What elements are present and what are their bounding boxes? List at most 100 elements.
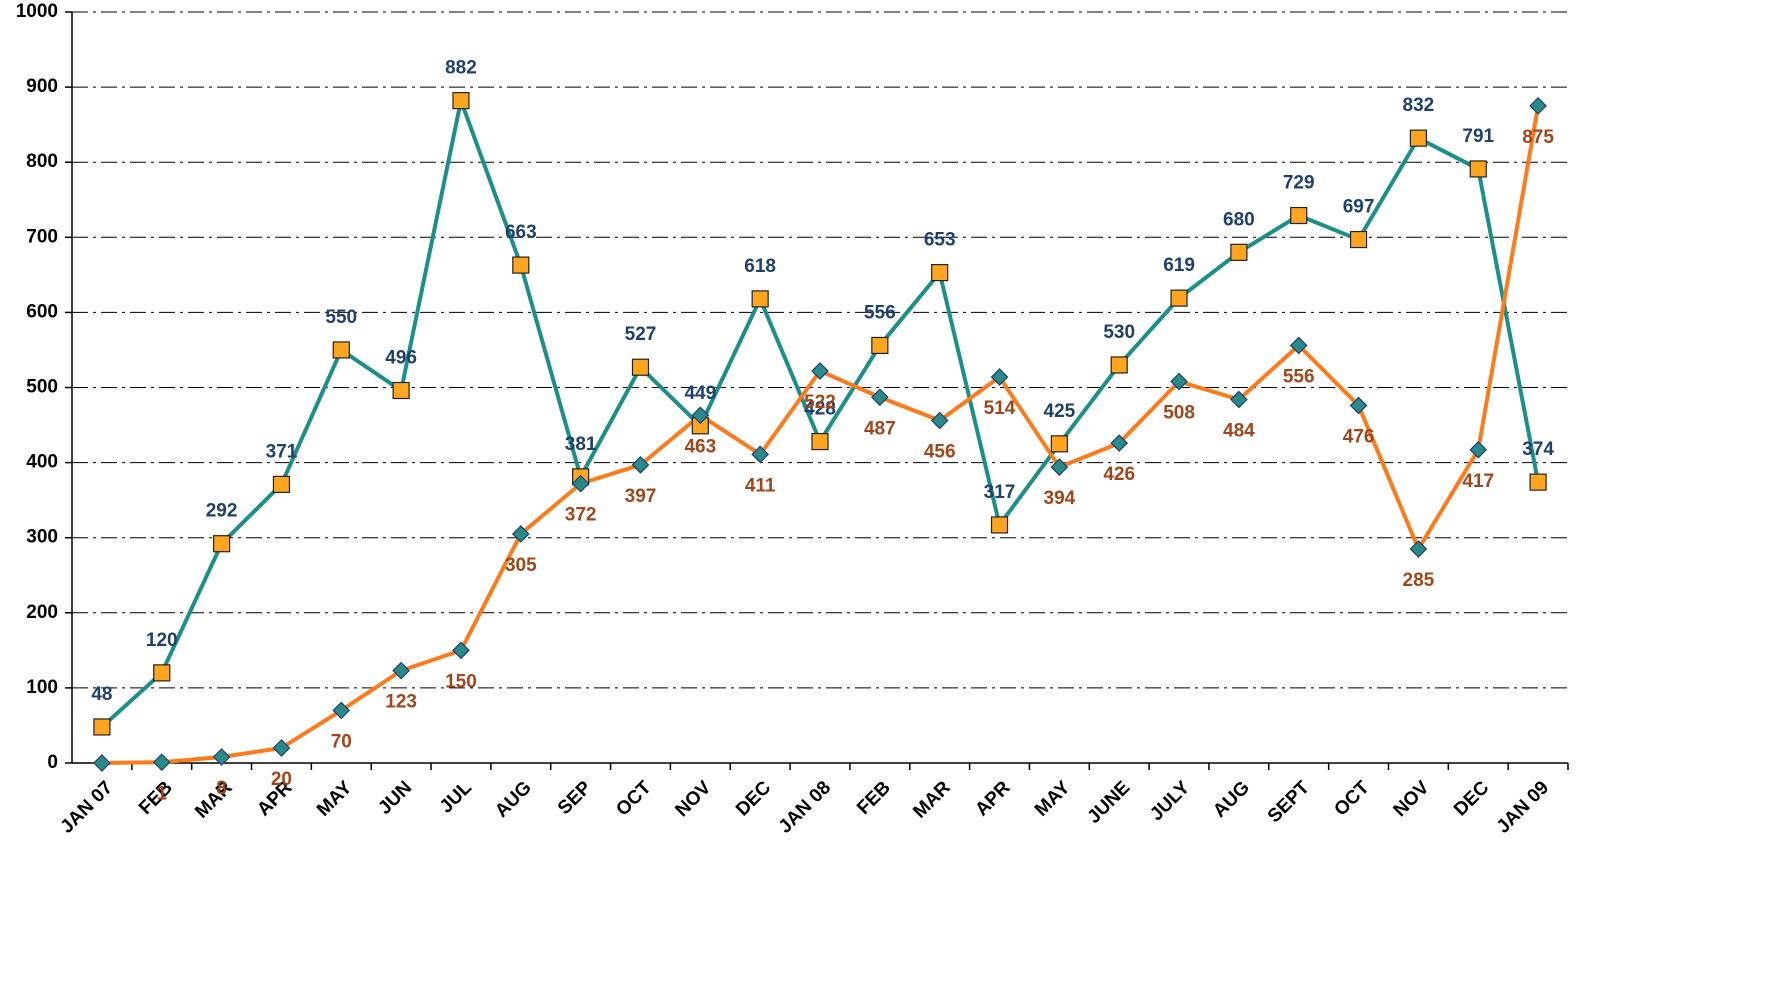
data-label: 456 <box>924 442 956 463</box>
data-label: 875 <box>1522 127 1554 148</box>
marker <box>512 256 530 274</box>
data-label: 426 <box>1103 464 1135 485</box>
data-label: 48 <box>91 684 112 705</box>
y-tick-label: 900 <box>26 76 58 97</box>
x-tick-label: JUN <box>374 777 416 819</box>
x-tick-label: APR <box>971 777 1014 820</box>
x-tick-label: MAY <box>313 777 357 821</box>
data-label: 292 <box>206 501 238 522</box>
marker <box>511 525 530 543</box>
x-tick-label: DEC <box>732 777 775 820</box>
marker <box>811 362 829 380</box>
marker <box>631 358 650 376</box>
x-tick-label: FEB <box>853 777 895 819</box>
x-tick-label: SEPT <box>1264 777 1314 827</box>
marker <box>93 754 111 772</box>
data-label: 619 <box>1163 255 1195 276</box>
data-label: 397 <box>625 486 657 507</box>
marker <box>392 661 410 680</box>
data-label: 530 <box>1103 322 1135 343</box>
x-tick-label: MAR <box>909 777 955 823</box>
y-tick-label: 300 <box>26 527 58 548</box>
marker <box>811 432 829 451</box>
marker <box>1469 440 1488 459</box>
marker <box>392 381 410 400</box>
data-label: 20 <box>271 769 292 790</box>
y-tick-label: 800 <box>26 151 58 172</box>
data-label: 680 <box>1223 209 1255 230</box>
marker <box>871 336 889 355</box>
data-label: 697 <box>1343 197 1375 218</box>
marker <box>1110 356 1128 374</box>
data-label: 417 <box>1462 471 1494 492</box>
data-label: 150 <box>445 671 477 692</box>
marker <box>1409 540 1428 558</box>
data-label: 123 <box>385 692 417 713</box>
marker <box>1409 129 1428 147</box>
y-tick-label: 500 <box>26 377 58 398</box>
marker <box>930 411 949 430</box>
data-label: 653 <box>924 230 956 251</box>
marker <box>631 456 650 474</box>
marker <box>153 664 171 682</box>
x-tick-label: JAN 09 <box>1493 777 1553 837</box>
data-label: 372 <box>565 505 597 526</box>
x-tick-label: AUG <box>491 777 536 822</box>
data-label: 663 <box>505 222 537 243</box>
data-label: 305 <box>505 555 537 576</box>
x-tick-label: JUNE <box>1084 777 1135 828</box>
x-tick-label: OCT <box>1330 777 1373 820</box>
marker <box>1170 289 1188 307</box>
marker <box>1529 97 1547 115</box>
y-tick-label: 1000 <box>16 1 58 22</box>
marker <box>1469 160 1487 178</box>
marker <box>1170 372 1188 391</box>
data-label: 514 <box>984 398 1016 419</box>
x-tick-label: JULY <box>1146 777 1194 825</box>
x-tick-label: MAR <box>191 777 237 823</box>
data-label: 411 <box>745 475 776 496</box>
data-label: 381 <box>565 434 597 455</box>
data-label: 428 <box>804 399 836 420</box>
y-tick-label: 700 <box>26 226 58 247</box>
marker <box>332 701 351 720</box>
marker <box>571 474 590 493</box>
marker <box>870 388 889 407</box>
marker <box>751 290 769 308</box>
x-tick-label: AUG <box>1209 777 1254 822</box>
x-tick-label: NOV <box>671 777 715 821</box>
marker <box>152 753 171 772</box>
data-label: 527 <box>625 324 657 345</box>
marker <box>272 739 291 757</box>
marker <box>332 341 350 359</box>
marker <box>1050 458 1069 476</box>
marker <box>213 535 231 553</box>
x-tick-label: JAN 08 <box>775 777 835 837</box>
marker <box>1349 396 1368 415</box>
data-label: 476 <box>1343 427 1375 448</box>
data-label: 317 <box>984 482 1016 503</box>
y-tick-label: 600 <box>26 301 58 322</box>
marker <box>1230 243 1248 261</box>
data-label: 8 <box>216 778 227 799</box>
data-label: 882 <box>445 58 477 79</box>
y-tick-label: 0 <box>47 752 58 773</box>
data-label: 487 <box>864 418 896 439</box>
x-tick-label: JUL <box>436 777 477 818</box>
marker <box>1290 206 1308 225</box>
marker <box>751 445 770 464</box>
data-label: 496 <box>385 348 417 369</box>
marker <box>452 92 470 110</box>
data-label: 729 <box>1283 173 1315 194</box>
marker <box>212 748 231 766</box>
y-tick-label: 400 <box>26 452 58 473</box>
marker <box>990 368 1009 386</box>
data-label: 484 <box>1223 421 1255 442</box>
data-label: 449 <box>684 383 716 404</box>
data-label: 618 <box>744 256 776 277</box>
data-label: 508 <box>1163 403 1195 424</box>
marker <box>691 406 710 425</box>
data-label: 556 <box>1283 366 1315 387</box>
marker <box>1110 434 1129 452</box>
